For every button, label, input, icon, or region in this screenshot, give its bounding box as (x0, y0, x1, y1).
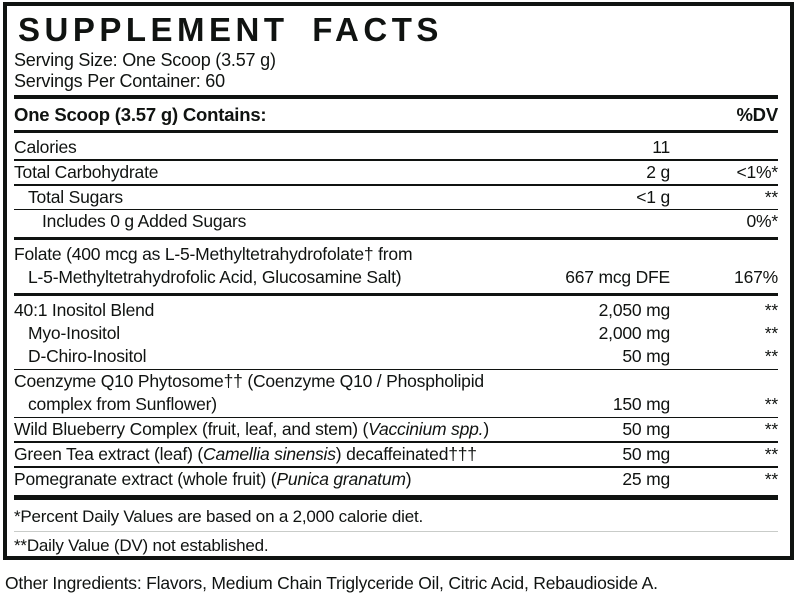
dv-value: ** (764, 444, 778, 464)
footnote-separator (14, 531, 778, 532)
nutrient-row-pomegranate-extract: Pomegranate extract (whole fruit) (Punic… (14, 468, 778, 491)
nutrient-name: Total Sugars (28, 186, 123, 207)
serving-size: Serving Size: One Scoop (3.57 g) (14, 50, 276, 70)
other-ingredients: Other Ingredients: Flavors, Medium Chain… (5, 573, 658, 593)
nutrient-line: Wild Blueberry Complex (fruit, leaf, and… (14, 418, 778, 441)
nutrient-name: Total Carbohydrate (14, 161, 159, 182)
amount-value: 11 (652, 137, 670, 157)
nutrient-row-added-sugars: Includes 0 g Added Sugars 0%* (14, 210, 778, 233)
nutrient-row-total-carbohydrate: Total Carbohydrate 2 g <1%* (14, 161, 778, 184)
nutrient-name: 40:1 Inositol Blend (14, 300, 155, 320)
nutrient-line: L-5-Methyltetrahydrofolic Acid, Glucosam… (14, 266, 778, 289)
nutrient-line: 40:1 Inositol Blend 2,050 mg ** (14, 299, 778, 322)
footnotes: *Percent Daily Values are based on a 2,0… (14, 502, 778, 556)
nutrient-row-folate: Folate (400 mcg as L-5-Methyltetrahydrof… (14, 243, 778, 289)
dv-value: ** (764, 300, 778, 320)
nutrient-name: complex from Sunflower) (28, 394, 217, 415)
dv-value: ** (764, 186, 778, 207)
nutrient-rows: Calories 11 Total Carbohydrate 2 g <1%* Total… (14, 136, 778, 491)
nutrient-line: Calories 11 (14, 136, 778, 159)
row-divider (14, 466, 778, 468)
nutrient-line: Total Carbohydrate 2 g <1%* (14, 161, 778, 184)
nutrient-line: Pomegranate extract (whole fruit) (Punic… (14, 468, 778, 491)
amount-value: 2,000 mg (598, 323, 671, 344)
amount-value: <1 g (636, 186, 670, 207)
dv-value: ** (764, 394, 778, 415)
dv-value: 0%* (746, 211, 778, 232)
row-divider (14, 208, 778, 211)
nutrient-line: Coenzyme Q10 Phytosome†† (Coenzyme Q10 /… (14, 370, 778, 393)
footnote-divider-bar (14, 495, 778, 500)
nutrient-row-wild-blueberry-complex: Wild Blueberry Complex (fruit, leaf, and… (14, 418, 778, 441)
nutrient-line: Green Tea extract (leaf) (Camellia sinen… (14, 443, 778, 466)
panel-title: SUPPLEMENT FACTS (18, 11, 443, 48)
dv-value: ** (764, 468, 778, 489)
row-divider (14, 368, 778, 371)
nutrient-name: Pomegranate extract (whole fruit) (Punic… (14, 468, 412, 489)
section-divider (14, 95, 778, 99)
nutrient-row-calories: Calories 11 (14, 136, 778, 159)
row-divider (14, 159, 778, 161)
nutrient-name: D-Chiro-Inositol (28, 346, 147, 367)
nutrient-name: L-5-Methyltetrahydrofolic Acid, Glucosam… (28, 267, 402, 288)
amount-value: 50 mg (622, 419, 670, 440)
nutrient-row-coenzyme-q10-phytosome: Coenzyme Q10 Phytosome†† (Coenzyme Q10 /… (14, 370, 778, 416)
amount-value: 2,050 mg (598, 300, 671, 320)
supplement-facts-panel: SUPPLEMENT FACTS Serving Size: One Scoop… (3, 2, 794, 560)
amount-value: 150 mg (612, 394, 670, 415)
footnote-daily-values: *Percent Daily Values are based on a 2,0… (14, 507, 424, 526)
nutrient-row-green-tea-extract: Green Tea extract (leaf) (Camellia sinen… (14, 443, 778, 466)
nutrient-name: Includes 0 g Added Sugars (42, 211, 247, 232)
row-divider (14, 236, 778, 241)
nutrient-row-total-sugars: Total Sugars <1 g ** (14, 186, 778, 209)
section-divider (14, 129, 778, 133)
dv-value: 167% (734, 267, 778, 288)
nutrient-line: D-Chiro-Inositol 50 mg ** (14, 345, 778, 368)
nutrient-name: Coenzyme Q10 Phytosome†† (Coenzyme Q10 /… (14, 371, 484, 392)
row-divider (14, 292, 778, 296)
contains-header-row: One Scoop (3.57 g) Contains: %DV (14, 102, 778, 127)
amount-value: 667 mcg DFE (565, 267, 670, 288)
row-divider (14, 441, 778, 443)
footnote-dv-not-established: **Daily Value (DV) not established. (14, 536, 269, 555)
nutrient-name: Wild Blueberry Complex (fruit, leaf, and… (14, 419, 489, 440)
nutrient-name: Myo-Inositol (28, 323, 120, 344)
nutrient-name: Green Tea extract (leaf) (Camellia sinen… (14, 444, 477, 464)
dv-header-label: %DV (736, 103, 778, 125)
nutrient-row-myo-inositol: Myo-Inositol 2,000 mg ** (14, 322, 778, 345)
amount-value: 50 mg (622, 346, 670, 367)
dv-value: <1%* (736, 161, 778, 182)
nutrient-name: Calories (14, 137, 77, 157)
dv-value: ** (764, 346, 778, 367)
amount-value: 25 mg (622, 468, 670, 489)
row-divider (14, 416, 778, 419)
amount-value: 2 g (646, 161, 670, 182)
nutrient-line: complex from Sunflower) 150 mg ** (14, 393, 778, 416)
servings-per-container: Servings Per Container: 60 (14, 71, 225, 91)
dv-value: ** (764, 323, 778, 344)
amount-value: 50 mg (622, 444, 670, 464)
contains-header-label: One Scoop (3.57 g) Contains: (14, 103, 267, 125)
nutrient-line: Folate (400 mcg as L-5-Methyltetrahydrof… (14, 243, 778, 266)
nutrient-line: Total Sugars <1 g ** (14, 186, 778, 209)
row-divider (14, 184, 778, 186)
nutrient-line: Myo-Inositol 2,000 mg ** (14, 322, 778, 345)
nutrient-name: Folate (400 mcg as L-5-Methyltetrahydrof… (14, 244, 413, 265)
nutrient-row-d-chiro-inositol: D-Chiro-Inositol 50 mg ** (14, 345, 778, 368)
nutrient-line: Includes 0 g Added Sugars 0%* (14, 210, 778, 233)
dv-value: ** (764, 419, 778, 440)
nutrient-row-inositol-blend: 40:1 Inositol Blend 2,050 mg ** (14, 299, 778, 322)
